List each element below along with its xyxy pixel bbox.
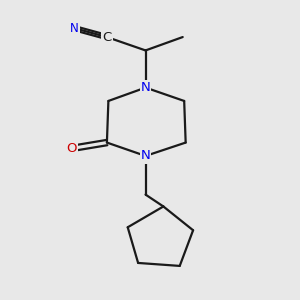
Text: C: C bbox=[102, 31, 112, 44]
Text: N: N bbox=[70, 22, 79, 34]
Text: O: O bbox=[66, 142, 76, 155]
Text: N: N bbox=[141, 149, 150, 162]
Text: N: N bbox=[141, 81, 150, 94]
